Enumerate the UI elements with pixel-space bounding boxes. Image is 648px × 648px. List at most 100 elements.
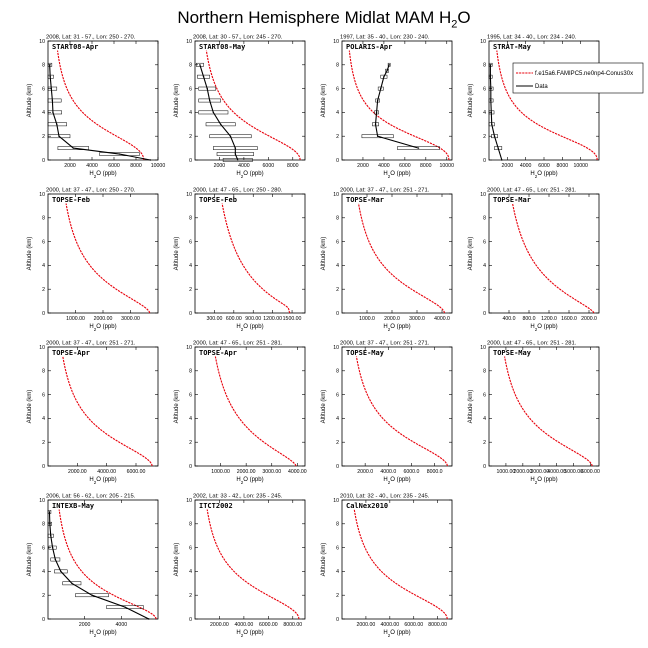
y-tick-label: 4 bbox=[336, 263, 339, 269]
panel-title: TOPSE-Apr bbox=[52, 349, 90, 357]
panel-header: 2000, Lat: 37 - 47., Lon: 251 - 271. bbox=[340, 188, 430, 194]
y-tick-label: 2 bbox=[42, 287, 45, 293]
y-axis-label: Altitude (km) bbox=[27, 543, 33, 577]
model-line bbox=[62, 356, 153, 467]
y-tick-label: 4 bbox=[483, 110, 486, 116]
y-tick-label: 2 bbox=[483, 287, 486, 293]
y-tick-label: 6 bbox=[336, 392, 339, 398]
x-tick-label: 1000.0 bbox=[359, 316, 375, 322]
panel-4: 1995, Lat: 34 - 40., Lon: 234 - 240. 0 2 4 6… bbox=[468, 35, 644, 179]
data-error-box bbox=[99, 152, 140, 156]
x-tick-label: 10000 bbox=[440, 163, 455, 169]
y-tick-label: 8 bbox=[42, 63, 45, 69]
model-line bbox=[214, 356, 297, 467]
y-tick-label: 4 bbox=[189, 110, 192, 116]
data-point bbox=[48, 511, 51, 513]
y-tick-label: 0 bbox=[483, 158, 486, 164]
x-axis-label: H2O (ppb) bbox=[530, 171, 557, 179]
data-point bbox=[51, 99, 54, 102]
x-tick-label: 1000.00 bbox=[211, 469, 230, 475]
x-tick-label: 4000 bbox=[238, 163, 250, 169]
legend-data-label: Data bbox=[535, 84, 548, 90]
x-tick-label: 400.0 bbox=[503, 316, 516, 322]
plot-frame bbox=[194, 346, 306, 467]
y-tick-label: 4 bbox=[336, 569, 339, 575]
x-axis-label: H2O (ppb) bbox=[383, 324, 410, 332]
panel-header: 2000, Lat: 47 - 65., Lon: 250 - 280. bbox=[193, 188, 283, 194]
plot-frame bbox=[47, 346, 159, 467]
panel-header: 2008, Lat: 30 - 57., Lon: 245 - 270. bbox=[193, 35, 283, 41]
y-tick-label: 10 bbox=[39, 192, 45, 198]
data-point bbox=[199, 64, 201, 66]
data-line bbox=[49, 64, 151, 161]
data-point bbox=[501, 159, 503, 161]
y-tick-label: 2 bbox=[483, 134, 486, 140]
y-tick-label: 0 bbox=[189, 311, 192, 317]
data-line bbox=[199, 64, 239, 161]
x-tick-label: 4000 bbox=[86, 163, 98, 169]
y-tick-label: 8 bbox=[336, 369, 339, 375]
data-point bbox=[49, 523, 51, 525]
panel-title: TOPSE-Apr bbox=[199, 349, 237, 357]
y-axis-label: Altitude (km) bbox=[174, 84, 180, 118]
y-tick-label: 6 bbox=[189, 239, 192, 245]
y-tick-label: 0 bbox=[336, 311, 339, 317]
data-point bbox=[52, 111, 54, 114]
data-point bbox=[489, 64, 492, 66]
y-tick-label: 8 bbox=[189, 216, 192, 222]
x-tick-label: 2000 bbox=[79, 622, 91, 628]
data-point bbox=[71, 582, 73, 584]
data-point bbox=[56, 123, 58, 126]
y-tick-label: 10 bbox=[39, 498, 45, 504]
x-tick-label: 6000.00 bbox=[404, 622, 423, 628]
y-axis-label: Altitude (km) bbox=[468, 390, 474, 424]
data-error-box bbox=[47, 86, 58, 91]
data-point bbox=[58, 135, 60, 137]
y-tick-label: 0 bbox=[42, 158, 45, 164]
y-tick-label: 6 bbox=[336, 239, 339, 245]
plot-frame bbox=[488, 346, 600, 467]
panel-header: 2000, Lat: 47 - 65., Lon: 251 - 281. bbox=[487, 188, 577, 194]
data-point bbox=[118, 153, 121, 155]
data-point bbox=[489, 76, 492, 78]
y-tick-label: 10 bbox=[39, 39, 45, 45]
y-tick-label: 0 bbox=[483, 311, 486, 317]
y-tick-label: 2 bbox=[483, 440, 486, 446]
y-tick-label: 2 bbox=[336, 287, 339, 293]
data-point bbox=[91, 594, 93, 596]
data-point bbox=[148, 618, 150, 620]
data-point bbox=[124, 606, 126, 608]
x-tick-label: 2000.0 bbox=[357, 469, 373, 475]
y-tick-label: 4 bbox=[42, 416, 45, 422]
panel-header: 2010, Lat: 32 - 40., Lon: 235 - 245. bbox=[340, 494, 430, 500]
panel-5: 2000, Lat: 37 - 47., Lon: 250 - 270. 0 2 4 6… bbox=[27, 188, 159, 332]
model-line bbox=[504, 356, 593, 467]
x-tick-label: 2000.00 bbox=[210, 622, 229, 628]
y-tick-label: 6 bbox=[42, 239, 45, 245]
x-tick-label: 900.00 bbox=[245, 316, 261, 322]
plot-frame bbox=[47, 193, 159, 314]
y-tick-label: 0 bbox=[336, 464, 339, 470]
data-point bbox=[229, 135, 232, 137]
legend-model-label: f.e15a6.FAMIPC5.ne0np4-Conus30x bbox=[535, 71, 633, 77]
panel-13: 2006, Lat: 56 - 62., Lon: 205 - 215. 0 2 4 6… bbox=[27, 494, 159, 638]
x-tick-label: 4000 bbox=[520, 163, 532, 169]
y-tick-label: 4 bbox=[189, 263, 192, 269]
data-point bbox=[490, 87, 492, 90]
x-tick-label: 8000.0 bbox=[427, 469, 443, 475]
panel-header: 2000, Lat: 47 - 65., Lon: 251 - 281. bbox=[487, 341, 577, 347]
model-line bbox=[221, 203, 291, 314]
panel-title: TOPSE-Feb bbox=[199, 196, 237, 204]
data-point bbox=[50, 87, 52, 90]
data-point bbox=[51, 546, 54, 549]
y-tick-label: 10 bbox=[186, 39, 192, 45]
panel-11: 2000, Lat: 37 - 47., Lon: 251 - 271. 0 2 4 6… bbox=[321, 341, 453, 485]
x-tick-label: 8000.00 bbox=[283, 622, 302, 628]
x-axis-label: H2O (ppb) bbox=[236, 630, 263, 638]
model-line bbox=[496, 50, 598, 161]
y-tick-label: 6 bbox=[42, 392, 45, 398]
y-tick-label: 2 bbox=[336, 593, 339, 599]
x-tick-label: 6000.00 bbox=[127, 469, 146, 475]
model-line bbox=[348, 50, 450, 161]
